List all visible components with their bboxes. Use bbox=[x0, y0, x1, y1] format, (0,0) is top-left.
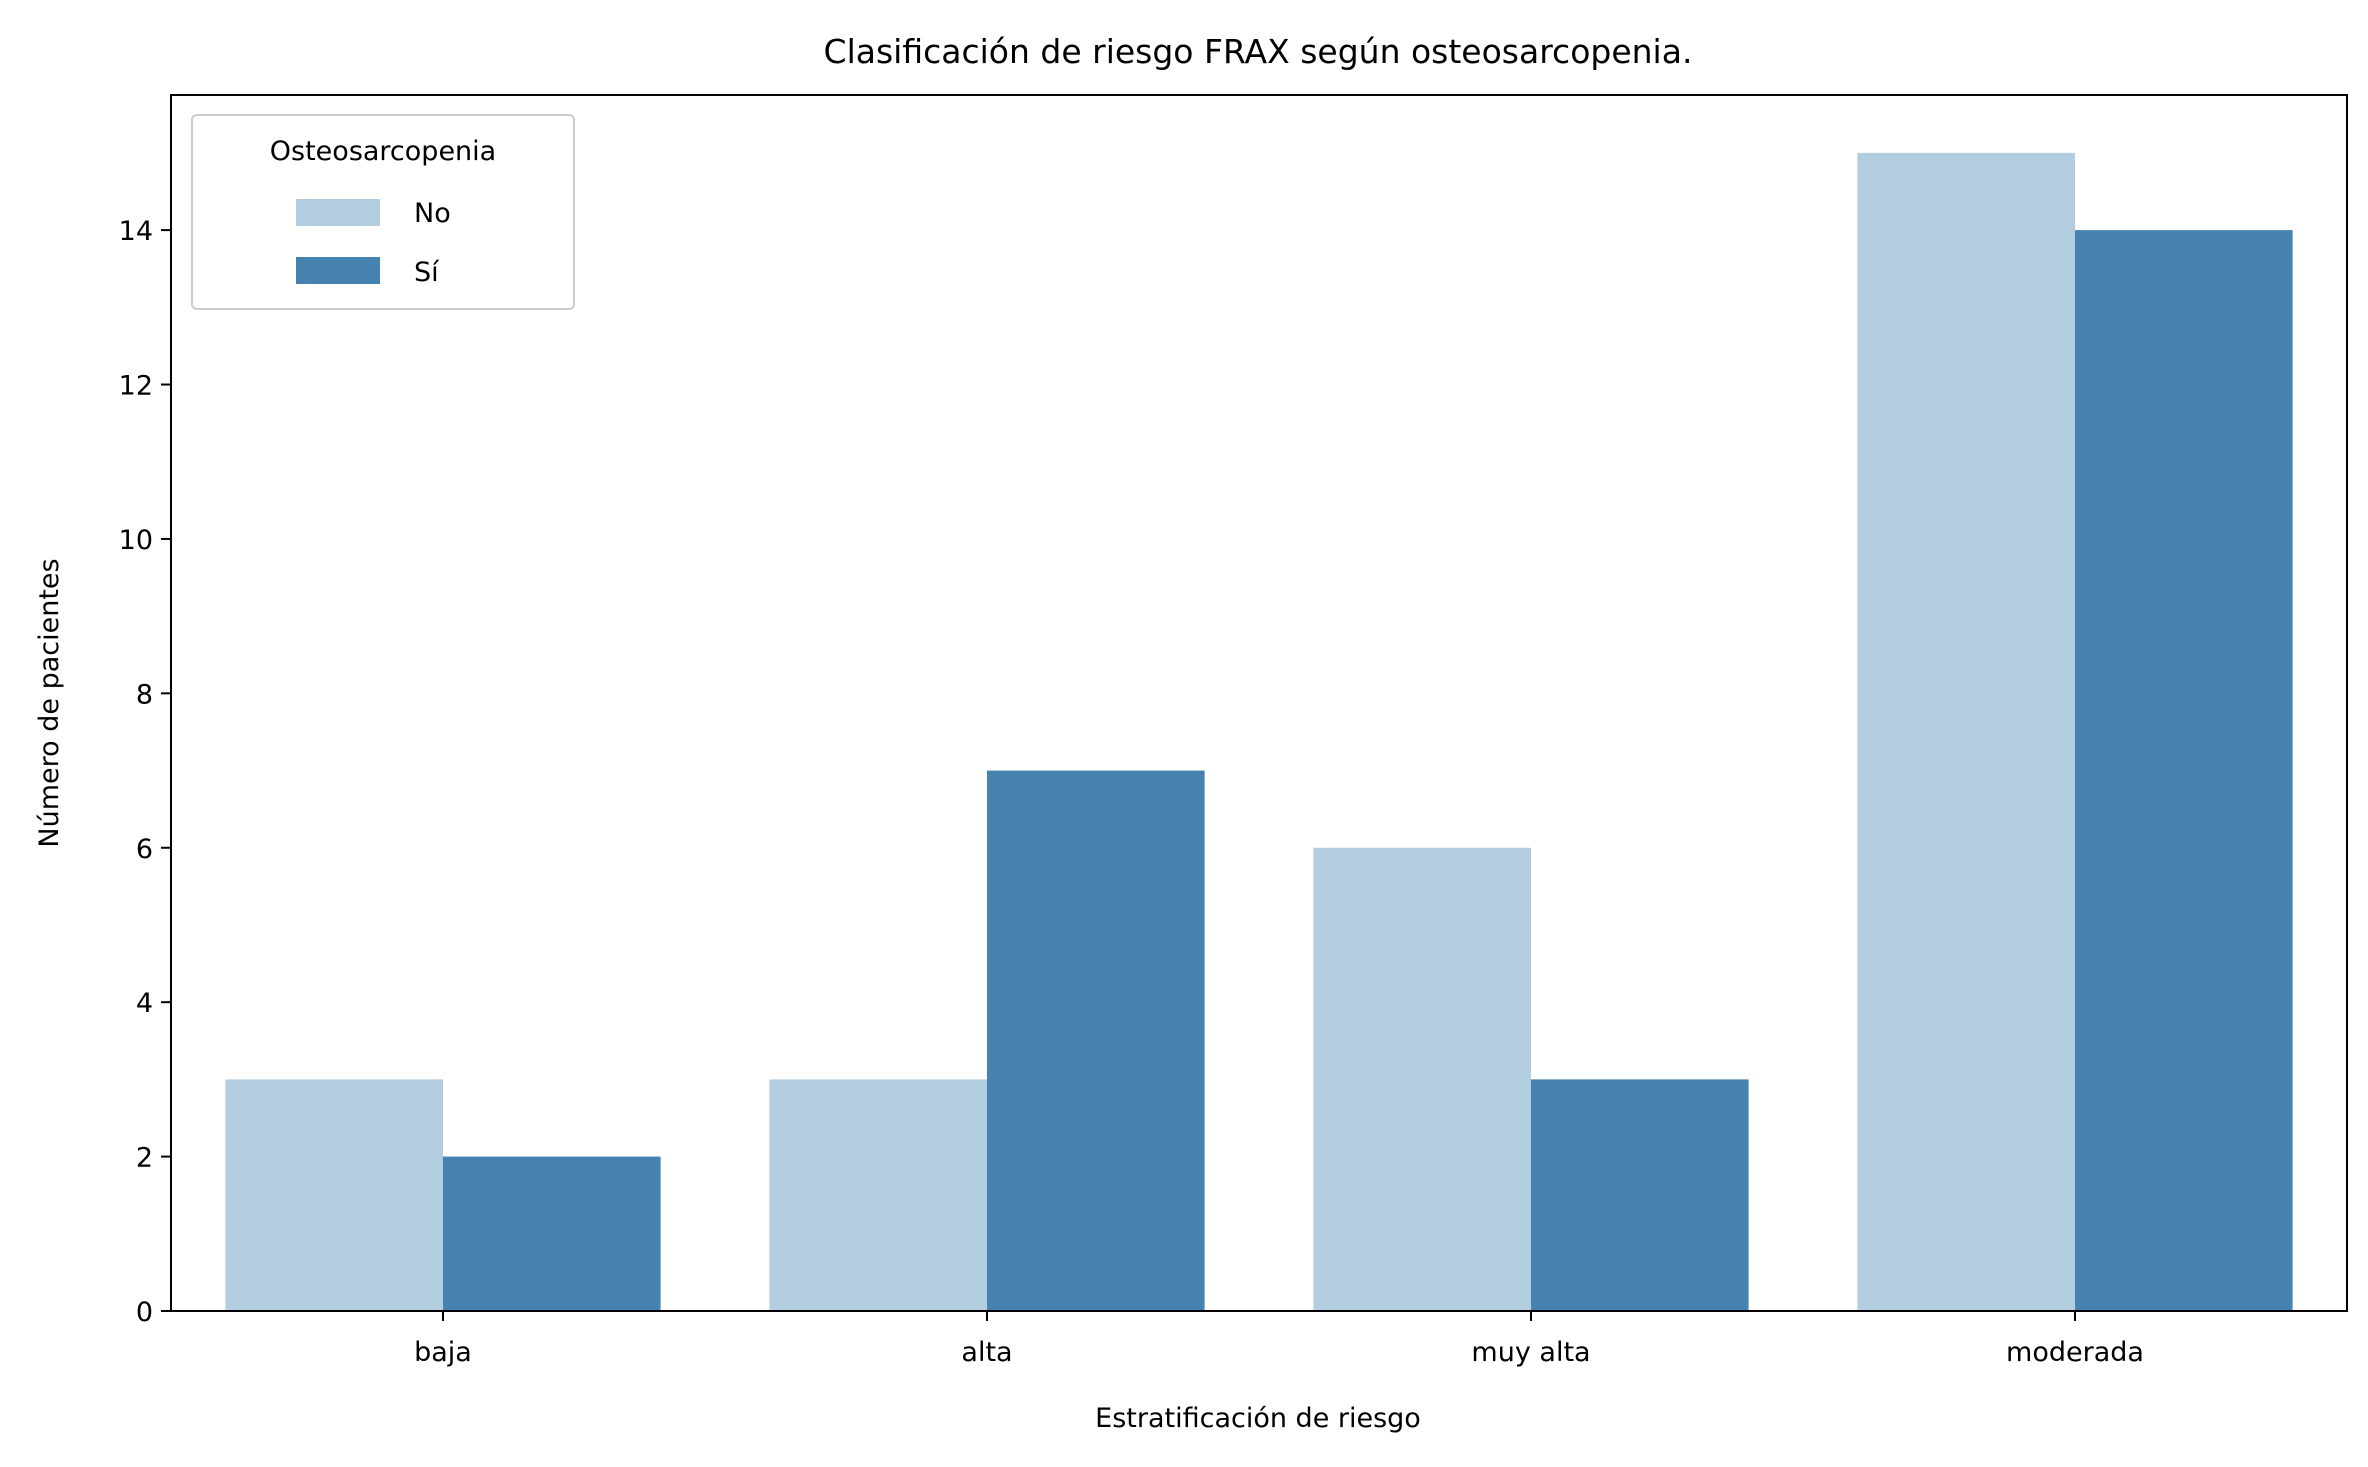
bar-moderada-no bbox=[1857, 152, 2075, 1311]
bar-baja-si bbox=[443, 1156, 661, 1311]
y-tick-label: 6 bbox=[136, 834, 153, 865]
y-tick-label: 10 bbox=[119, 525, 153, 556]
y-tick-label: 2 bbox=[136, 1143, 153, 1174]
legend-label-no: No bbox=[414, 198, 451, 229]
plot-frame bbox=[170, 94, 2348, 1312]
x-tick-label-baja: baja bbox=[414, 1337, 472, 1368]
y-tick-label: 8 bbox=[136, 679, 153, 710]
y-tick-label: 0 bbox=[136, 1297, 153, 1328]
x-tick-label-alta: alta bbox=[961, 1337, 1012, 1368]
y-tick-label: 12 bbox=[119, 371, 153, 402]
legend-swatch-si bbox=[296, 257, 380, 284]
bar-muy-alta-no bbox=[1313, 847, 1531, 1311]
y-tick-label: 4 bbox=[136, 988, 153, 1019]
legend-frame bbox=[191, 114, 575, 310]
x-tick-label-muy-alta: muy alta bbox=[1471, 1337, 1590, 1368]
y-tick-label: 14 bbox=[119, 216, 153, 247]
y-axis-ticks: 0 2 4 6 8 10 12 14 bbox=[119, 216, 171, 1328]
bar-alta-si bbox=[987, 770, 1205, 1311]
legend-swatch-no bbox=[296, 199, 380, 226]
legend-title: Osteosarcopenia bbox=[270, 136, 496, 167]
x-axis-label: Estratificación de riesgo bbox=[1095, 1403, 1421, 1434]
legend-label-si: Sí bbox=[414, 257, 440, 288]
bar-moderada-si bbox=[2075, 230, 2293, 1312]
bars-group bbox=[225, 152, 2293, 1312]
x-tick-label-moderada: moderada bbox=[2006, 1337, 2144, 1368]
chart-title: Clasificación de riesgo FRAX según osteo… bbox=[824, 32, 1693, 71]
x-axis-ticks: baja alta muy alta moderada bbox=[414, 1311, 2144, 1368]
bar-baja-no bbox=[225, 1079, 443, 1311]
legend: Osteosarcopenia No Sí bbox=[191, 114, 575, 310]
bar-alta-no bbox=[769, 1079, 987, 1311]
y-axis-label: Número de pacientes bbox=[34, 558, 65, 847]
bar-muy-alta-si bbox=[1531, 1079, 1749, 1311]
